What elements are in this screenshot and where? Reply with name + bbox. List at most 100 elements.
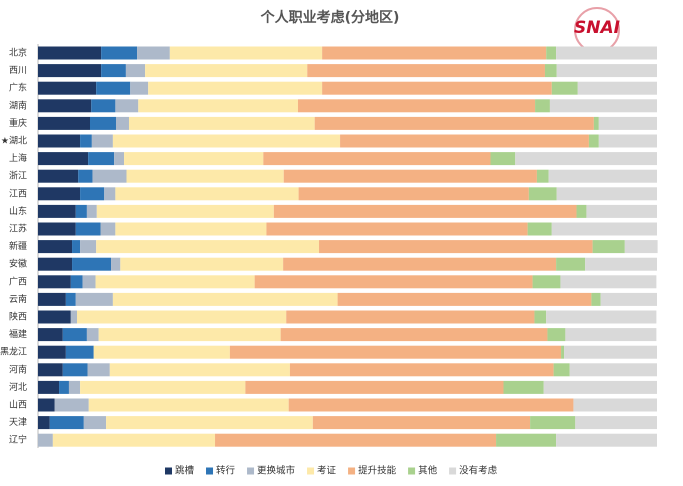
bar-segment <box>561 345 565 359</box>
bar-segment <box>128 116 315 130</box>
bar-segment <box>76 310 287 324</box>
bar-segment <box>528 187 557 201</box>
bar-segment <box>624 240 658 254</box>
bar-segment <box>575 416 657 430</box>
bar-segment <box>553 363 570 377</box>
bar-segment <box>38 292 66 306</box>
bar-segment <box>111 257 121 271</box>
legend-swatch <box>165 467 172 475</box>
bar-segment <box>280 328 548 342</box>
bar-segment <box>80 240 97 254</box>
bar-segment <box>80 380 246 394</box>
bar-segment <box>297 99 536 113</box>
y-tick-label: 江苏 <box>9 223 27 235</box>
bar-segment <box>106 416 313 430</box>
bar-segment <box>75 222 101 236</box>
bar-segment <box>283 257 557 271</box>
bar-segment <box>78 169 93 183</box>
legend-swatch <box>449 467 457 475</box>
bar-segment <box>543 380 657 394</box>
chart-title: 个人职业考虑(分地区) <box>260 9 400 26</box>
bar-segment <box>577 81 657 95</box>
bar-segment <box>592 240 625 254</box>
bar-segment <box>38 46 102 60</box>
bar-segment <box>88 398 289 412</box>
bar-segment <box>38 275 71 289</box>
bar-segment <box>130 81 149 95</box>
y-tick-label: 广东 <box>9 82 27 94</box>
bar-segment <box>124 152 264 166</box>
bar-segment <box>245 380 504 394</box>
bar-segment <box>273 204 577 218</box>
y-tick-label: 黑龙江 <box>0 346 27 358</box>
bar-segment <box>38 433 53 447</box>
legend-label: 没有考虑 <box>459 465 498 477</box>
bar-segment <box>340 134 589 148</box>
legend-label: 更换城市 <box>257 465 296 477</box>
bar-segment <box>115 116 129 130</box>
y-tick-label: 广西 <box>9 275 27 287</box>
bar-segment <box>544 64 557 78</box>
y-tick-label: 辽宁 <box>9 434 27 446</box>
bar-segment <box>337 292 592 306</box>
bar-segment <box>104 187 116 201</box>
bar-segment <box>52 433 216 447</box>
y-tick-label: 安徽 <box>9 258 27 270</box>
bar-segment <box>65 292 76 306</box>
bar-segment <box>551 222 657 236</box>
bar-segment <box>593 116 599 130</box>
legend-label: 提升技能 <box>358 465 397 477</box>
bar-segment <box>576 204 587 218</box>
bar-segment <box>266 222 528 236</box>
y-tick-label: 北京 <box>9 47 27 59</box>
bar-segment <box>38 363 63 377</box>
bar-segment <box>527 222 552 236</box>
y-tick-label: 陕西 <box>9 311 27 323</box>
bar-segment <box>112 134 341 148</box>
bar-segment <box>286 310 535 324</box>
bar-segment <box>535 99 550 113</box>
bar-segment <box>72 240 81 254</box>
logo: SNAI <box>574 7 620 53</box>
bar-segment <box>75 204 87 218</box>
bar-segment <box>80 187 105 201</box>
bar-segment <box>547 328 566 342</box>
bar-segment <box>112 292 338 306</box>
legend-label: 跳槽 <box>175 465 195 477</box>
y-tick-label: 西川 <box>9 65 27 76</box>
bar-segment <box>532 275 561 289</box>
bar-segment <box>96 240 320 254</box>
bar-segment <box>549 99 657 113</box>
bar-segment <box>546 46 557 60</box>
bar-segment <box>312 416 531 430</box>
y-tick-label: 浙江 <box>9 170 27 182</box>
bar-segment <box>38 204 76 218</box>
bar-segment <box>91 99 116 113</box>
bar-segment <box>145 64 308 78</box>
bar-segment <box>38 81 97 95</box>
bar-segment <box>86 328 99 342</box>
bar-segment <box>72 257 112 271</box>
logo-text: SNAI <box>574 18 620 38</box>
bar-segment <box>548 169 657 183</box>
y-tick-label: 重庆 <box>9 117 27 129</box>
bar-segment <box>38 169 79 183</box>
bar-segment <box>169 46 323 60</box>
bar-segment <box>38 380 60 394</box>
bar-segment <box>307 64 545 78</box>
bar-segment <box>101 46 138 60</box>
bar-segment <box>503 380 544 394</box>
bar-segment <box>598 134 657 148</box>
bar-segment <box>314 116 594 130</box>
y-tick-label: 湖南 <box>9 99 27 111</box>
bar-segment <box>89 116 116 130</box>
bar-segment <box>148 81 323 95</box>
y-tick-label: 云南 <box>9 293 27 305</box>
bar-segment <box>565 328 657 342</box>
bar-segment <box>92 169 127 183</box>
bar-segment <box>91 134 113 148</box>
bar-segment <box>254 275 533 289</box>
bar-segment <box>38 416 50 430</box>
bar-segment <box>38 398 55 412</box>
bar-segment <box>490 152 516 166</box>
